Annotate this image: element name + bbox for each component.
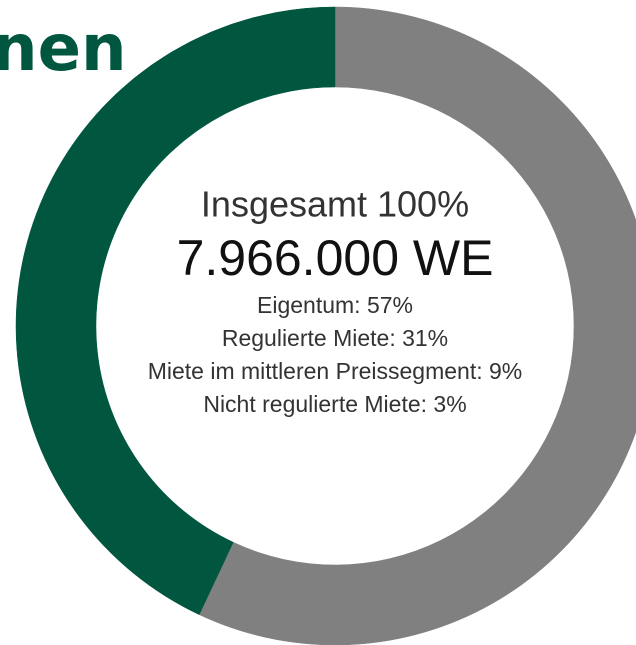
chart-title: nen xyxy=(0,12,127,86)
segment-label: Eigentum: 57% xyxy=(257,292,413,318)
segment-label: Nicht regulierte Miete: 3% xyxy=(203,391,466,417)
total-label: 7.966.000 WE xyxy=(177,230,494,286)
donut-segment xyxy=(15,93,234,615)
center-label: Insgesamt 100% xyxy=(201,184,469,225)
donut-segment xyxy=(274,6,336,92)
segment-label: Regulierte Miete: 31% xyxy=(222,325,448,351)
segment-label: Miete im mittleren Preissegment: 9% xyxy=(148,358,523,384)
donut-segment xyxy=(198,6,636,645)
donut xyxy=(15,6,636,645)
